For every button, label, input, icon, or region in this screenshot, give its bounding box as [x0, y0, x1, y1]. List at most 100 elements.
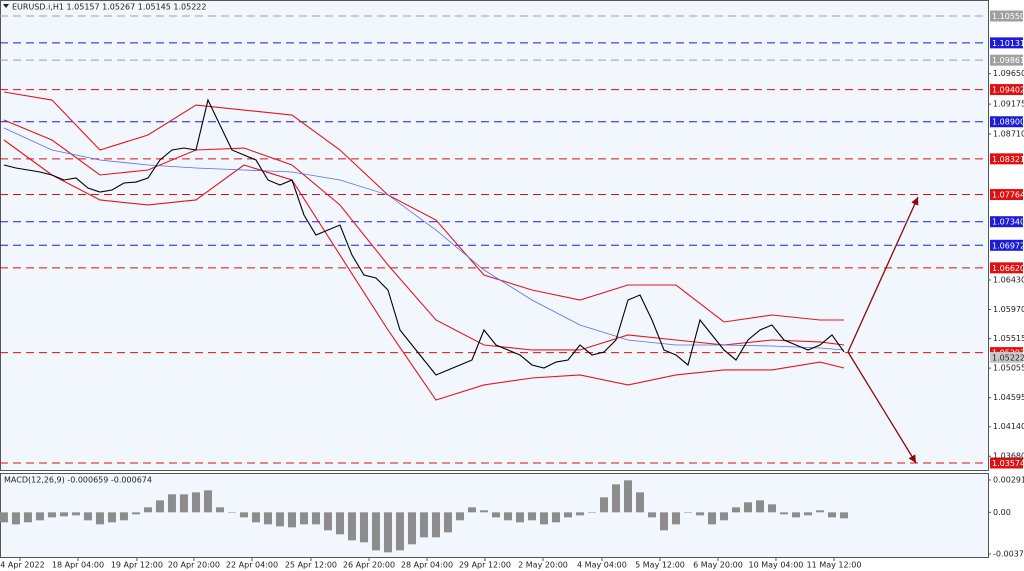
macd-bar — [131, 512, 140, 515]
macd-bar — [491, 512, 500, 518]
macd-bar — [275, 512, 284, 527]
macd-bar — [383, 512, 392, 553]
x-tick-label: 4 May 04:00 — [577, 561, 627, 570]
macd-bar — [755, 500, 764, 513]
level-label: 1.09402 — [992, 86, 1024, 95]
level-box — [990, 116, 1023, 128]
macd-bar — [659, 512, 668, 531]
level-box — [990, 153, 1023, 165]
x-tick-label: 14 Apr 2022 — [0, 561, 45, 570]
current-price-box — [990, 351, 1023, 363]
macd-bar — [467, 507, 476, 513]
macd-bar — [155, 500, 164, 513]
macd-bar — [479, 510, 488, 513]
macd-bar — [575, 512, 584, 516]
indicator-line — [3, 139, 845, 401]
macd-bar — [695, 512, 704, 516]
macd-bar — [83, 512, 92, 521]
y-tick-label: -0.003746 — [993, 549, 1024, 558]
x-tick-label: 18 Apr 04:00 — [52, 561, 104, 570]
x-tick-label: 26 Apr 20:00 — [343, 561, 395, 570]
macd-bar — [707, 512, 716, 525]
level-label: 1.03574 — [992, 459, 1024, 468]
macd-bar — [515, 512, 524, 523]
macd-bar — [263, 512, 272, 525]
macd-bar — [791, 512, 800, 518]
macd-bar — [167, 494, 176, 513]
level-box — [990, 189, 1023, 201]
indicator-line — [3, 127, 845, 351]
y-tick-label: 1.09650 — [993, 69, 1024, 78]
macd-bar — [527, 512, 536, 521]
x-tick-label: 25 Apr 12:00 — [285, 561, 337, 570]
level-label: 1.08900 — [992, 118, 1024, 127]
macd-bar — [827, 512, 836, 518]
x-tick-label: 19 Apr 12:00 — [111, 561, 163, 570]
macd-bar — [323, 512, 332, 531]
y-tick-label: 1.05515 — [993, 334, 1024, 343]
x-tick-label: 5 May 12:00 — [635, 561, 685, 570]
macd-bar — [743, 502, 752, 513]
macd-bar — [683, 512, 692, 513]
macd-label: MACD(12,26,9) -0.000659 -0.000674 — [4, 476, 152, 485]
level-label: 1.06972 — [992, 241, 1024, 250]
macd-bar — [587, 512, 596, 513]
x-tick-label: 10 May 04:00 — [749, 561, 804, 570]
level-label: 1.07340 — [992, 218, 1024, 227]
chart-title: EURUSD.i,H1 1.05157 1.05267 1.05145 1.05… — [12, 3, 206, 12]
macd-bar — [623, 480, 632, 513]
macd-bar — [839, 512, 848, 519]
macd-bar — [671, 512, 680, 525]
macd-bar — [359, 512, 368, 543]
macd-bar — [335, 512, 344, 535]
projection-arrow — [847, 196, 919, 353]
macd-bar — [803, 512, 812, 516]
macd-bar — [599, 497, 608, 513]
macd-bar — [611, 484, 620, 513]
projection-arrow — [847, 351, 917, 464]
macd-bar — [767, 504, 776, 513]
x-tick-label: 20 Apr 20:00 — [168, 561, 220, 570]
level-label: 1.08321 — [992, 155, 1024, 164]
macd-bar — [143, 507, 152, 513]
y-tick-label: 1.05055 — [993, 364, 1024, 373]
macd-bar — [311, 512, 320, 525]
y-tick-label: 1.04595 — [993, 393, 1024, 402]
level-box — [990, 239, 1023, 251]
x-tick-label: 22 Apr 04:00 — [226, 561, 278, 570]
y-tick-label: 1.03680 — [993, 452, 1024, 461]
macd-bar — [563, 512, 572, 518]
level-box — [990, 54, 1023, 66]
macd-bar — [107, 512, 116, 523]
macd-bar — [47, 512, 56, 518]
x-tick-label: 29 Apr 12:00 — [459, 561, 511, 570]
macd-bar — [443, 512, 452, 533]
level-box — [990, 84, 1023, 96]
level-box — [990, 37, 1023, 49]
x-tick-label: 2 May 20:00 — [518, 561, 568, 570]
macd-bar — [647, 512, 656, 518]
macd-bar — [431, 512, 440, 538]
x-tick-label: 6 May 20:00 — [693, 561, 743, 570]
macd-bar — [59, 512, 68, 517]
macd-bar — [95, 512, 104, 525]
macd-bar — [23, 512, 32, 523]
y-tick-label: 1.09175 — [993, 100, 1024, 109]
macd-bar — [455, 512, 464, 521]
macd-bar — [347, 512, 356, 541]
macd-bar — [503, 512, 512, 521]
y-tick-label: 0.00291 — [993, 476, 1024, 485]
macd-bar — [71, 512, 80, 516]
macd-bar — [731, 507, 740, 513]
macd-bar — [179, 494, 188, 513]
macd-bar — [719, 512, 728, 521]
macd-bar — [815, 510, 824, 513]
macd-bar — [11, 512, 20, 525]
level-box — [990, 10, 1023, 22]
macd-bar — [203, 490, 212, 513]
macd-bar — [287, 512, 296, 528]
x-tick-label: 28 Apr 04:00 — [401, 561, 453, 570]
macd-bar — [395, 512, 404, 551]
level-label: 1.06620 — [992, 264, 1024, 273]
macd-bar — [119, 512, 128, 521]
